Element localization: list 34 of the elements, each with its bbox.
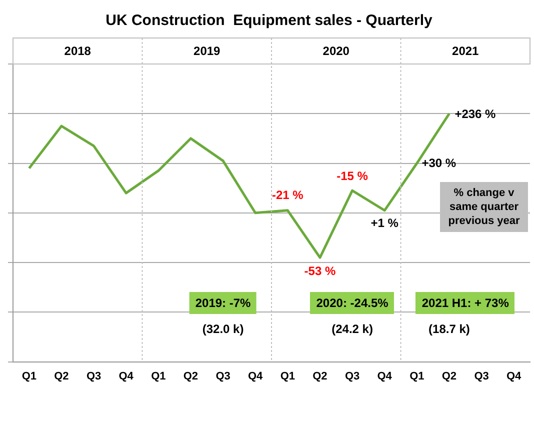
label-box: 2019: -7%: [189, 292, 257, 314]
annotation: (24.2 k): [332, 322, 373, 336]
label-box: 2021 H1: + 73%: [416, 292, 515, 314]
x-tick-label: Q4: [377, 370, 393, 382]
annotation: (32.0 k): [202, 322, 244, 336]
x-tick-label: Q1: [22, 370, 36, 382]
x-tick-label: Q4: [506, 370, 522, 382]
annotation: -21 %: [272, 188, 304, 202]
annotation: +30 %: [422, 156, 456, 170]
x-tick-label: Q3: [474, 370, 489, 382]
x-tick-label: Q1: [280, 370, 295, 382]
x-tick-label: Q1: [410, 370, 424, 382]
chart-title: UK Construction Equipment sales - Quarterly: [106, 12, 434, 30]
annotation: +1 %: [370, 216, 398, 230]
x-tick-label: Q2: [183, 370, 198, 382]
x-tick-label: Q3: [344, 370, 360, 382]
label-box: 2020: -24.5%: [310, 292, 394, 314]
annotation: -53 %: [304, 264, 336, 278]
text: 2018: [64, 44, 91, 58]
note-box: % change v same quarter previous year: [440, 182, 528, 232]
x-tick-label: Q4: [118, 370, 134, 382]
annotation: -15 %: [336, 168, 368, 183]
x-tick-label: Q1: [151, 370, 166, 382]
text: 2019: [194, 44, 220, 58]
text: 2021: [452, 44, 479, 58]
x-tick-label: Q2: [54, 370, 69, 382]
x-tick-label: Q2: [442, 370, 457, 382]
x-tick-label: Q2: [312, 370, 328, 382]
annotation: +236 %: [454, 106, 496, 121]
annotation: (18.7 k): [428, 322, 470, 336]
x-tick-label: Q3: [86, 370, 102, 382]
x-tick-label: Q4: [248, 370, 264, 382]
x-tick-label: Q3: [216, 370, 230, 382]
text: 2020: [322, 44, 350, 58]
